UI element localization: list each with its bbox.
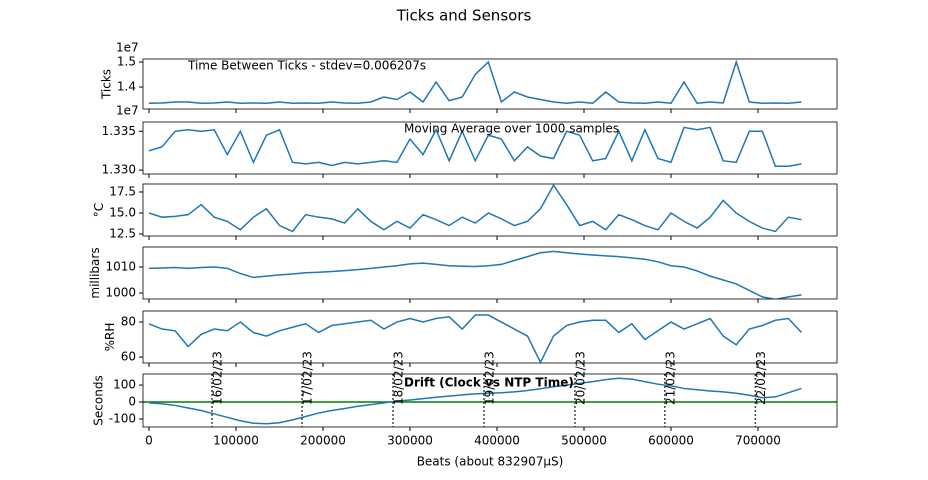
y-axis-label: °C: [92, 203, 106, 217]
plot-area: [148, 126, 802, 167]
plot-area: [148, 314, 803, 363]
y-tick-label: 60: [121, 350, 136, 364]
y-tick-label: 1000: [105, 286, 136, 300]
plot-area: [148, 184, 802, 233]
y-tick-label: 0: [128, 395, 136, 409]
y-tick-label: 15.0: [109, 205, 136, 219]
date-label: 17/02/23: [301, 351, 315, 405]
panel-title: Drift (Clock vs NTP Time): [404, 376, 574, 390]
x-tick-label: 100000: [213, 434, 259, 448]
date-label: 19/02/23: [482, 351, 496, 405]
axes-frame: [142, 310, 838, 364]
axes-frame: [142, 58, 838, 110]
y-tick-label: 1.335: [102, 124, 136, 138]
x-axis-label: Beats (about 832907µS): [417, 455, 564, 469]
plot-area: [148, 59, 802, 105]
data-line: [148, 184, 802, 233]
date-label: 22/02/23: [754, 351, 768, 405]
plot-area: [148, 250, 802, 299]
x-tick-label: 0: [145, 434, 153, 448]
data-line: [148, 250, 802, 299]
offset-text: 1e7: [116, 104, 139, 118]
data-line: [148, 59, 802, 105]
x-tick-label: 700000: [735, 434, 781, 448]
y-tick-label: 1.330: [102, 163, 136, 177]
date-label: 21/02/23: [663, 351, 677, 405]
y-tick-label: 17.5: [109, 184, 136, 198]
y-tick-label: 1.4: [117, 80, 136, 94]
panel-title: Moving Average over 1000 samples: [404, 122, 619, 136]
data-line: [148, 126, 802, 167]
plot-area: [143, 377, 837, 425]
panel-title: Time Between Ticks - stdev=0.006207s: [187, 59, 426, 73]
y-axis-label: Seconds: [91, 375, 105, 425]
y-tick-label: 1010: [105, 260, 136, 274]
axes-frame: [142, 121, 838, 175]
axes-frame: [142, 246, 838, 300]
y-tick-label: 80: [121, 315, 136, 329]
y-tick-label: 100: [113, 378, 136, 392]
data-line: [148, 377, 802, 425]
x-tick-label: 200000: [300, 434, 346, 448]
y-tick-label: -100: [109, 412, 136, 426]
y-tick-label: 12.5: [109, 226, 136, 240]
date-label: 16/02/23: [210, 351, 224, 405]
axes-frame: [142, 373, 838, 428]
y-axis-label: %RH: [103, 323, 117, 352]
offset-text: 1e7: [116, 41, 139, 55]
y-tick-label: 1.5: [117, 55, 136, 69]
x-tick-label: 400000: [474, 434, 520, 448]
figure-title: Ticks and Sensors: [396, 7, 532, 25]
x-tick-label: 600000: [648, 434, 694, 448]
date-label: 20/02/23: [573, 351, 587, 405]
date-label: 18/02/23: [392, 351, 406, 405]
data-line: [148, 314, 803, 363]
y-axis-label: Ticks: [99, 69, 113, 100]
axes-frame: [142, 183, 838, 237]
x-tick-label: 500000: [561, 434, 607, 448]
y-axis-label: millibars: [88, 247, 102, 298]
x-tick-label: 300000: [387, 434, 433, 448]
